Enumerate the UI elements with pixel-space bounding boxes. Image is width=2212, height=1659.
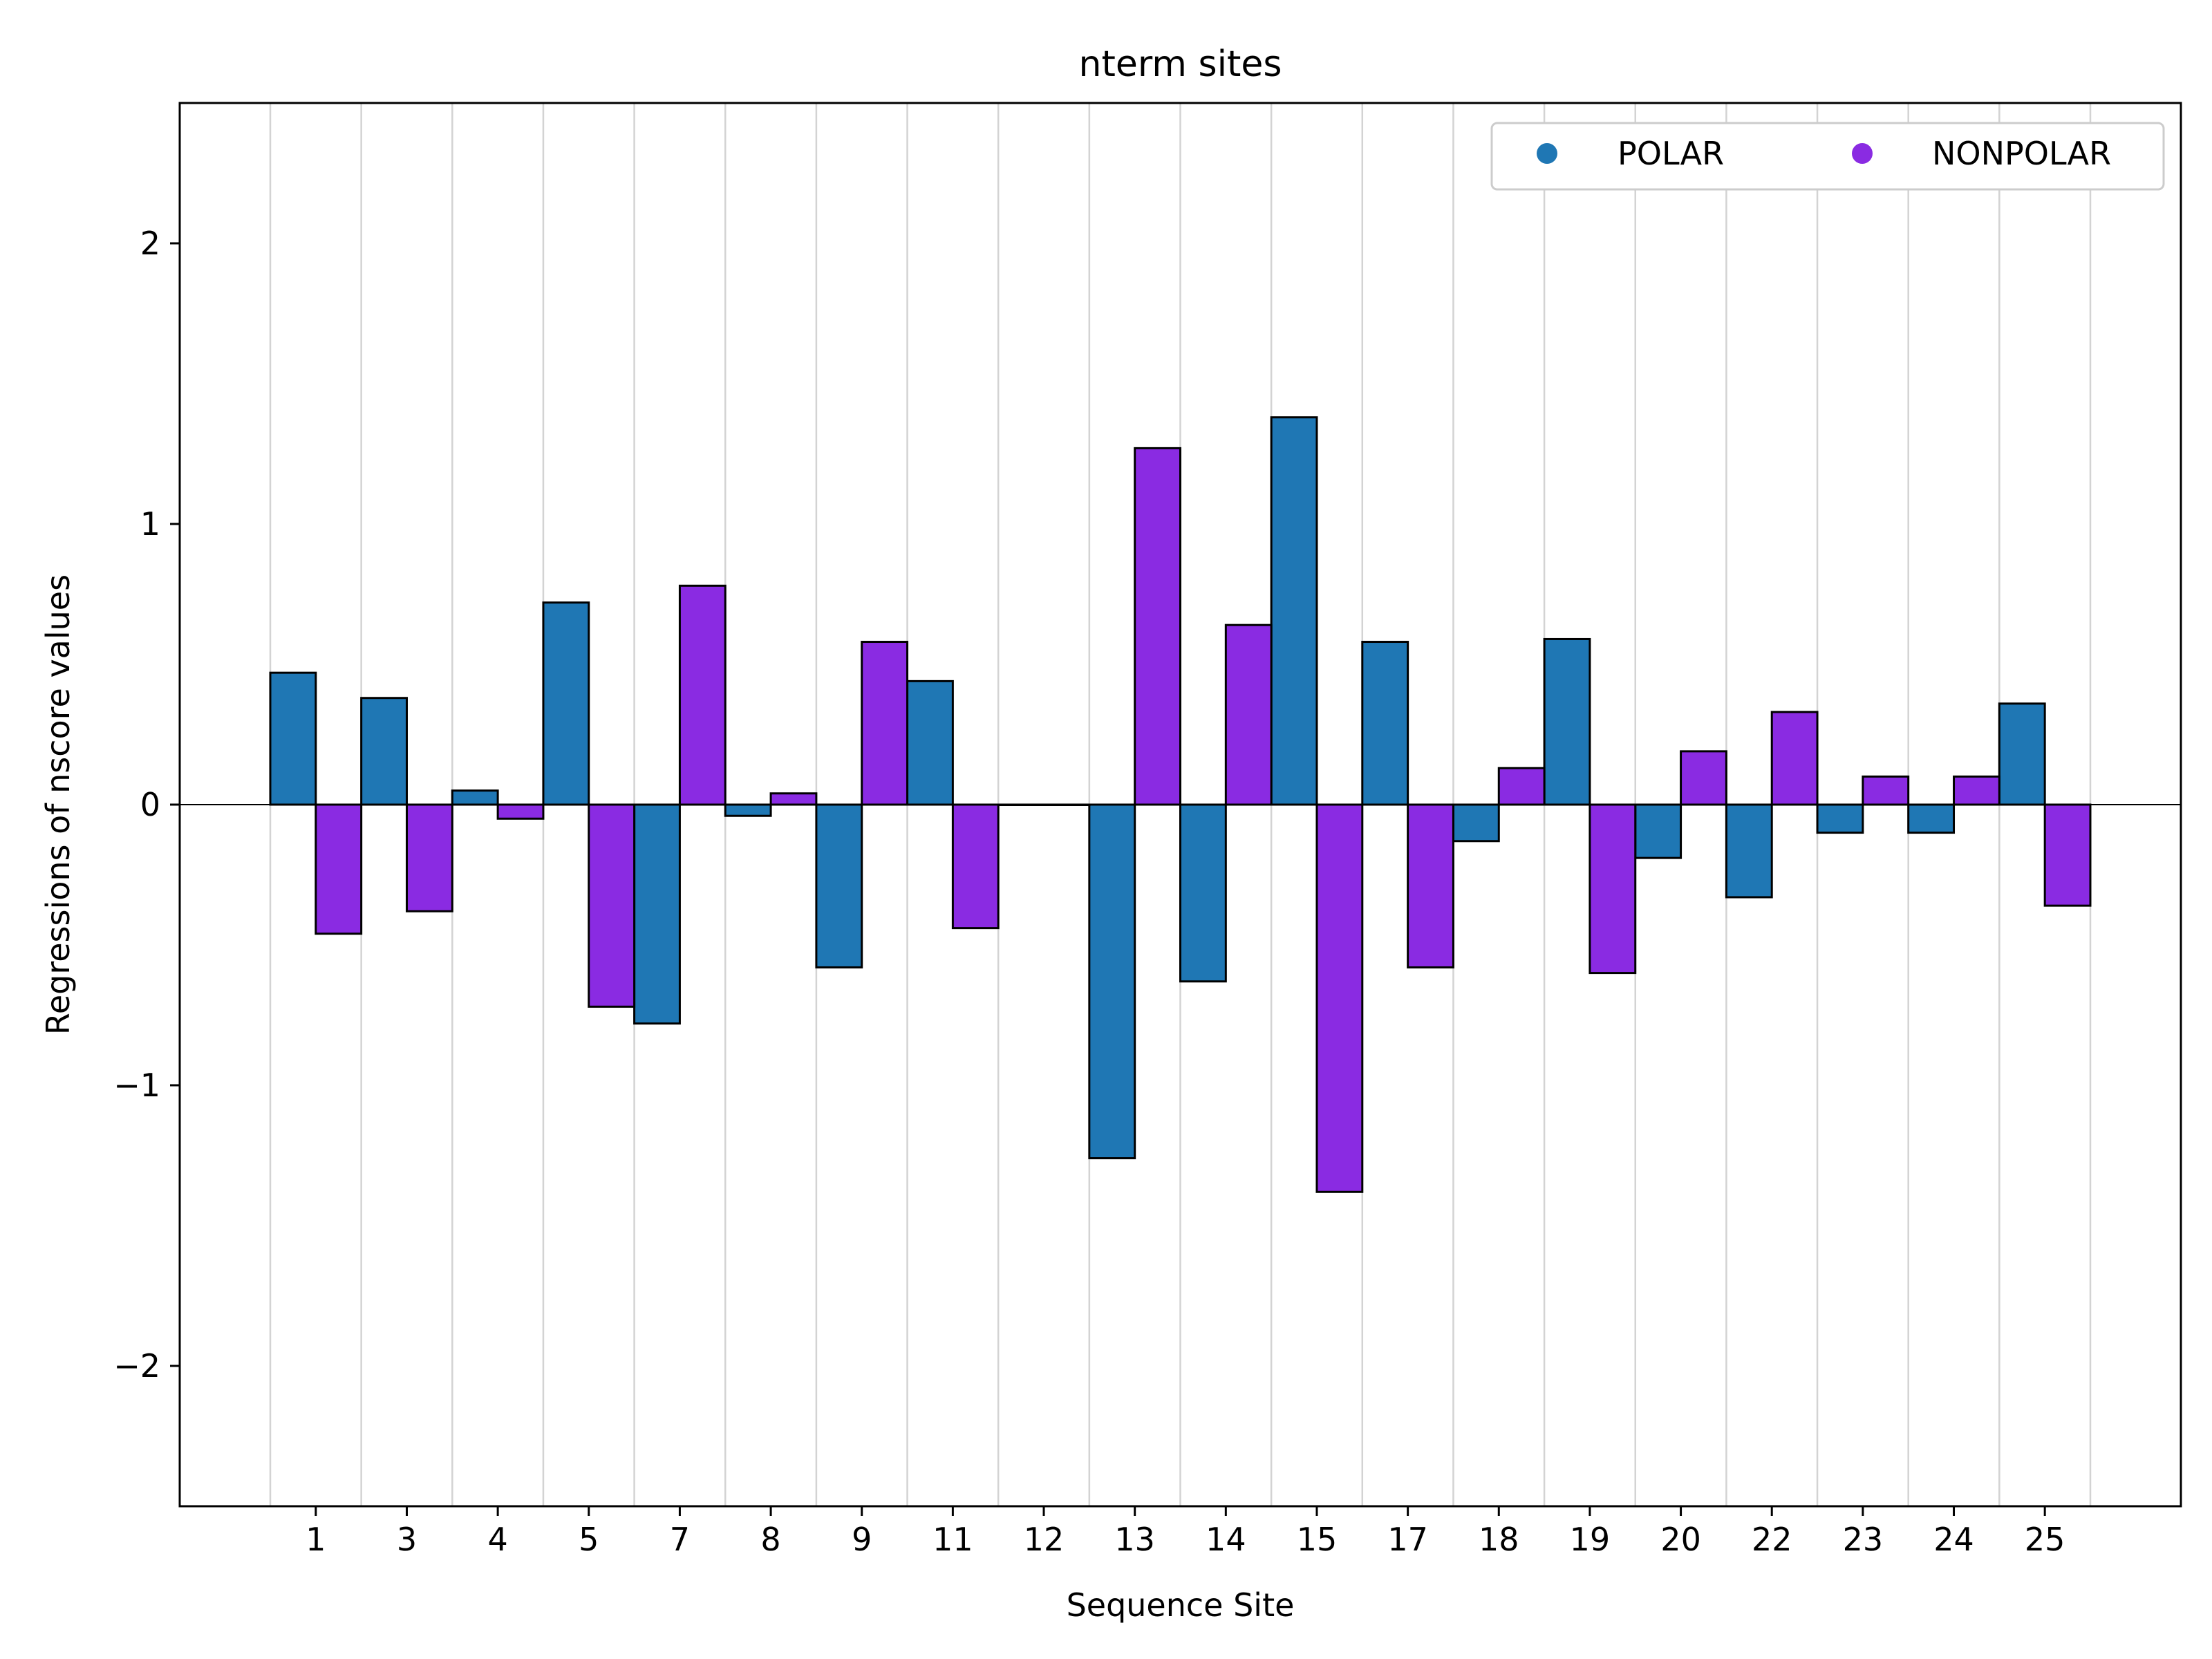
x-tick-label: 20 [1660,1521,1701,1558]
bar-polar-site-15 [1271,418,1317,805]
bar-polar-site-22 [1726,805,1772,897]
bar-polar-site-14 [1181,805,1226,982]
y-tick-label: 0 [140,786,160,823]
bar-nonpolar-site-9 [862,642,908,805]
x-axis-label: Sequence Site [1067,1586,1295,1624]
x-tick-label: 19 [1570,1521,1611,1558]
bar-nonpolar-site-3 [406,805,452,911]
bar-nonpolar-site-17 [1408,805,1454,967]
bar-polar-site-7 [635,805,680,1024]
bar-nonpolar-site-7 [679,585,725,805]
legend-marker-nonpolar [1852,143,1873,164]
y-tick-label: −1 [113,1067,160,1104]
bar-polar-site-19 [1544,639,1590,805]
bar-nonpolar-site-14 [1226,625,1271,805]
chart-title: nterm sites [1079,44,1282,85]
legend-label-polar: POLAR [1618,135,1724,172]
x-tick-label: 25 [2025,1521,2065,1558]
bar-polar-site-24 [1909,805,1954,833]
x-tick-label: 17 [1387,1521,1428,1558]
bar-polar-site-20 [1635,805,1681,858]
bar-nonpolar-site-13 [1135,448,1181,805]
bar-nonpolar-site-8 [771,794,816,805]
bar-polar-site-11 [908,681,953,805]
y-tick-label: 1 [140,505,160,543]
bar-nonpolar-site-22 [1772,712,1817,805]
bar-nonpolar-site-24 [1954,776,2000,805]
x-tick-label: 5 [579,1521,599,1558]
x-tick-label: 8 [760,1521,780,1558]
x-tick-label: 18 [1479,1521,1519,1558]
x-tick-label: 4 [487,1521,507,1558]
x-tick-label: 7 [670,1521,690,1558]
bar-nonpolar-site-11 [953,805,998,928]
x-tick-label: 13 [1114,1521,1155,1558]
bar-nonpolar-site-19 [1590,805,1635,973]
bar-nonpolar-site-4 [498,805,543,818]
bar-nonpolar-site-5 [589,805,635,1006]
x-tick-label: 22 [1752,1521,1792,1558]
x-tick-label: 1 [306,1521,326,1558]
bar-polar-site-5 [543,603,589,805]
bar-nonpolar-site-1 [316,805,362,934]
bar-polar-site-18 [1453,805,1499,841]
x-tick-label: 11 [932,1521,973,1558]
y-tick-label: 2 [140,225,160,262]
bar-nonpolar-site-23 [1863,776,1909,805]
x-tick-label: 23 [1843,1521,1884,1558]
bar-polar-site-13 [1089,805,1135,1159]
x-tick-label: 9 [852,1521,872,1558]
y-axis-label: Regressions of nscore values [39,574,77,1035]
y-tick-label: −2 [113,1347,160,1385]
legend-marker-polar [1537,143,1557,164]
x-tick-label: 12 [1024,1521,1065,1558]
x-tick-label: 3 [397,1521,417,1558]
bar-polar-site-4 [452,791,498,805]
bar-polar-site-9 [816,805,862,967]
bar-polar-site-1 [270,673,316,805]
legend-label-nonpolar: NONPOLAR [1932,135,2111,172]
bar-nonpolar-site-15 [1317,805,1362,1192]
bar-nonpolar-site-25 [2045,805,2090,906]
legend: POLAR NONPOLAR [1492,123,2164,189]
x-tick-label: 24 [1933,1521,1974,1558]
bar-nonpolar-site-20 [1681,751,1727,805]
x-tick-label: 15 [1297,1521,1338,1558]
bar-polar-site-3 [362,698,407,805]
bar-polar-site-8 [725,805,771,816]
bar-polar-site-17 [1362,642,1408,805]
x-tick-label: 14 [1206,1521,1246,1558]
bar-polar-site-23 [1817,805,1863,833]
bar-polar-site-25 [1999,704,2045,805]
bar-nonpolar-site-18 [1499,768,1544,805]
